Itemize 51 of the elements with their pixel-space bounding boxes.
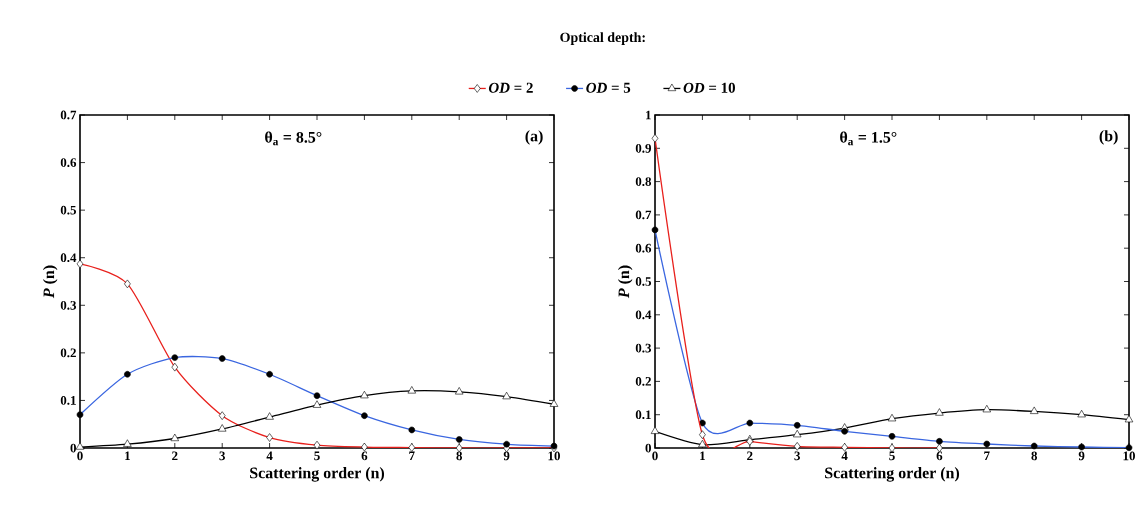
y-tick-label: 0.2 <box>635 377 651 386</box>
y-tick-label: 0.7 <box>60 110 77 120</box>
y-tick-label: 0.1 <box>60 396 76 405</box>
x-tick-label: 3 <box>219 451 225 461</box>
x-tick-label: 1 <box>125 451 130 461</box>
x-tick-label: 5 <box>314 451 320 461</box>
y-tick-label: 0.7 <box>635 210 652 220</box>
y-tick-label: 0.5 <box>635 277 652 286</box>
annotation: (b) <box>1099 130 1118 145</box>
x-tick-label: 5 <box>889 451 895 461</box>
x-tick-label: 6 <box>361 451 368 461</box>
y-tick-label: 1 <box>646 110 651 120</box>
y-tick-label: 0.6 <box>60 158 77 167</box>
x-tick-label: 7 <box>984 451 990 461</box>
x-tick-label: 4 <box>841 451 848 461</box>
y-tick-label: 0.1 <box>635 410 651 420</box>
x-tick-label: 6 <box>936 451 943 461</box>
x-tick-label: 9 <box>1078 451 1085 461</box>
y-tick-label: 0.4 <box>635 310 652 320</box>
y-tick-label: 0.2 <box>60 348 76 358</box>
x-axis-title: Scattering order (n) <box>825 467 960 482</box>
y-tick-label: 0.3 <box>635 343 652 353</box>
x-tick-label: 7 <box>409 451 415 461</box>
x-axis-title: Scattering order (n) <box>250 467 385 482</box>
x-tick-label: 8 <box>1031 451 1038 461</box>
y-tick-label: 0.4 <box>60 253 77 263</box>
annotation: θ$_{a}$ = 8.5° <box>265 131 322 146</box>
x-tick-label: 8 <box>456 451 463 461</box>
x-tick-label: 10 <box>548 451 560 461</box>
x-tick-label: 4 <box>266 451 273 461</box>
y-tick-label: 0 <box>645 443 651 453</box>
x-tick-label: 1 <box>700 451 705 461</box>
x-tick-label: 10 <box>1123 451 1135 461</box>
x-tick-label: 2 <box>172 451 178 461</box>
legend-title: Optical depth: <box>560 32 645 45</box>
annotation: (a) <box>525 130 543 145</box>
y-tick-label: 0.5 <box>60 205 76 215</box>
x-tick-label: 2 <box>747 451 753 461</box>
y-tick-label: 0.3 <box>60 300 77 310</box>
x-tick-label: 9 <box>503 451 510 461</box>
y-axis-title: P (n) <box>43 265 58 299</box>
x-tick-label: 3 <box>794 451 800 461</box>
y-tick-label: 0.6 <box>635 243 652 253</box>
annotation: θ$_{a}$ = 1.5° <box>840 131 897 146</box>
y-axis-title: P (n) <box>618 265 633 299</box>
legend-label: OD = 2 <box>488 82 533 93</box>
y-tick-label: 0.9 <box>635 143 652 153</box>
y-tick-label: 0.8 <box>635 177 652 187</box>
y-tick-label: 0 <box>70 443 76 453</box>
legend-label: OD = 5 <box>586 82 631 93</box>
legend-label: OD = 10 <box>683 82 735 93</box>
